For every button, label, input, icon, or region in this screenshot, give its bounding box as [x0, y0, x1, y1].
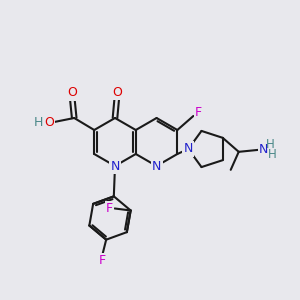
Text: O: O	[67, 86, 77, 100]
Text: F: F	[106, 202, 113, 215]
Text: O: O	[44, 116, 54, 128]
Text: O: O	[112, 85, 122, 98]
Text: N: N	[152, 160, 161, 172]
Text: H: H	[34, 116, 43, 130]
Text: N: N	[259, 143, 268, 156]
Text: N: N	[110, 160, 120, 172]
Text: H: H	[266, 138, 275, 151]
Text: F: F	[99, 254, 106, 267]
Text: H: H	[268, 148, 277, 161]
Text: F: F	[195, 106, 202, 119]
Text: N: N	[184, 142, 193, 155]
